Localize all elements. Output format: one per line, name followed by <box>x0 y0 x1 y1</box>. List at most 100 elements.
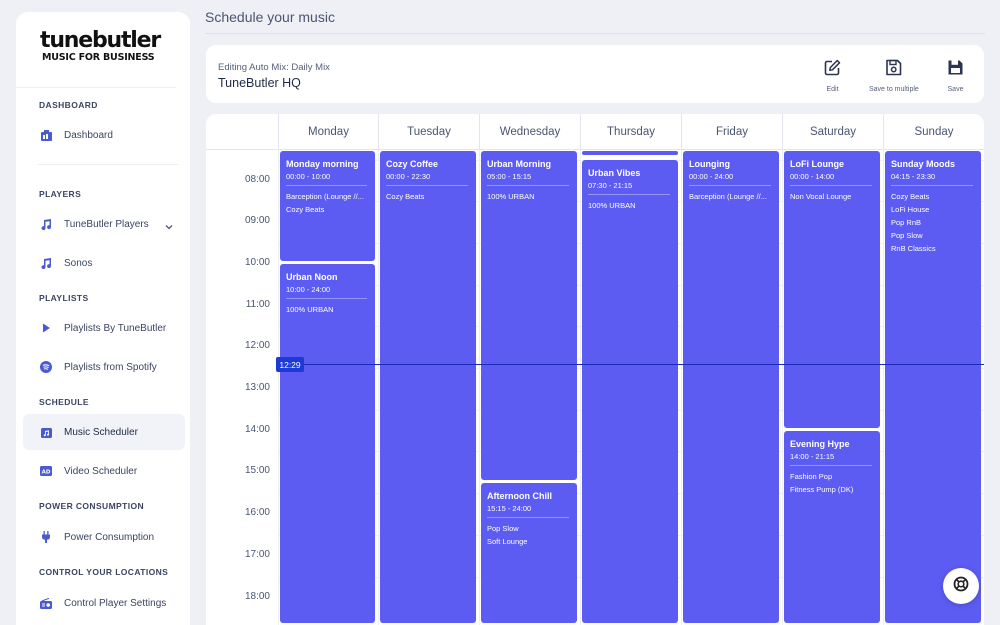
event-playlist: Non Vocal Lounge <box>790 192 852 201</box>
sidebar-item-sonos[interactable]: Sonos <box>23 245 185 281</box>
music-note-icon <box>39 256 53 270</box>
spotify-icon <box>39 360 53 374</box>
column-divider <box>681 149 682 625</box>
column-divider <box>883 149 884 625</box>
column-divider <box>378 149 379 625</box>
event-playlist: 100% URBAN <box>487 192 535 201</box>
tunebutler-logo[interactable]: tunebutler MUSIC FOR BUSINESS <box>16 12 176 88</box>
event-title: Lounging <box>689 159 730 169</box>
section-schedule: SCHEDULE <box>39 397 89 407</box>
save-icon <box>947 59 964 81</box>
section-control-your-locations: CONTROL YOUR LOCATIONS <box>39 567 169 577</box>
play-icon <box>39 321 53 335</box>
day-header-wednesday: Wednesday <box>479 114 580 149</box>
event-playlist: Fashion Pop <box>790 471 833 481</box>
lifebuoy-icon <box>953 576 969 597</box>
event-playlist: RnB Classics <box>891 244 936 253</box>
event-title: Urban Vibes <box>588 167 641 178</box>
dashboard-icon <box>39 128 53 142</box>
page-title: Schedule your music <box>205 9 335 25</box>
sidebar-item-control-player-settings[interactable]: Control Player Settings <box>23 585 185 621</box>
column-divider <box>479 149 480 625</box>
day-header-monday: Monday <box>278 114 378 149</box>
column-divider <box>278 149 279 625</box>
event-title: Afternoon Chill <box>487 490 552 501</box>
event-time: 00:00 - 22:30 <box>386 172 468 186</box>
event-title: Evening Hype <box>790 438 850 449</box>
schedule-event[interactable]: Cozy Coffee 00:00 - 22:30 Cozy Beats <box>380 151 476 623</box>
event-playlist: Barception (Lounge //... <box>286 192 364 201</box>
sidebar-item-power-consumption[interactable]: Power Consumption <box>23 519 185 555</box>
section-playlists: PLAYLISTS <box>39 293 89 303</box>
time-label: 17:00 <box>244 548 270 560</box>
event-playlist: Pop RnB <box>891 218 922 227</box>
event-time: 04:15 - 23:30 <box>891 172 973 186</box>
event-playlist: 100% URBAN <box>286 304 334 314</box>
event-time: 10:00 - 24:00 <box>286 285 367 299</box>
event-playlist: Cozy Beats <box>891 192 930 201</box>
help-button[interactable] <box>943 568 979 604</box>
sidebar-item-tunebutler-players[interactable]: TuneButler Players <box>23 206 185 242</box>
location-name: TuneButler HQ <box>218 76 301 90</box>
event-playlist: Barception (Lounge //... <box>689 192 767 201</box>
column-divider <box>580 149 581 625</box>
event-title: Monday morning <box>286 159 359 169</box>
event-playlist: Soft Lounge <box>487 536 528 546</box>
day-header-sunday: Sunday <box>883 114 984 149</box>
event-title: Urban Morning <box>487 159 551 169</box>
radio-icon <box>39 596 53 610</box>
event-title: LoFi Lounge <box>790 159 844 169</box>
schedule-event[interactable]: Afternoon Chill 15:15 - 24:00 Pop Slow Soft… <box>481 482 577 623</box>
editor-card: Editing Auto Mix: Daily Mix TuneButler H… <box>206 45 984 103</box>
event-title: Cozy Coffee <box>386 159 439 169</box>
event-time: 00:00 - 24:00 <box>689 172 771 186</box>
editing-subtitle: Editing Auto Mix: Daily Mix <box>218 62 330 73</box>
time-label: 09:00 <box>244 215 270 227</box>
column-divider <box>782 149 783 625</box>
schedule-event[interactable]: Monday morning 00:00 - 10:00 Barception (L… <box>280 151 375 261</box>
event-playlist: 100% URBAN <box>588 200 636 210</box>
event-playlist: Pop Slow <box>487 523 519 533</box>
schedule-event[interactable] <box>582 151 678 155</box>
day-header-thursday: Thursday <box>580 114 681 149</box>
chevron-down-icon[interactable] <box>165 218 173 236</box>
save-button[interactable]: Save <box>947 59 964 93</box>
event-playlist: Fitness Pump (DK) <box>790 484 854 494</box>
time-label: 08:00 <box>244 173 270 185</box>
event-playlist: LoFi House <box>891 205 930 214</box>
edit-button[interactable]: Edit <box>824 59 841 93</box>
day-header-tuesday: Tuesday <box>378 114 479 149</box>
save-to-multiple-button[interactable]: Save to multiple <box>869 59 919 93</box>
schedule-event[interactable]: Urban Noon 10:00 - 24:00 100% URBAN <box>280 263 375 623</box>
sidebar-item-dashboard[interactable]: Dashboard <box>23 117 185 153</box>
time-label: 10:00 <box>244 256 270 268</box>
event-playlist: Cozy Beats <box>386 192 425 201</box>
sidebar-item-playlists-from-spotify[interactable]: Playlists from Spotify <box>23 349 185 385</box>
sidebar-item-playlists-by-tunebutler[interactable]: Playlists By TuneButler <box>23 310 185 346</box>
schedule-event[interactable]: Urban Vibes 07:30 - 21:15 100% URBAN <box>582 159 678 623</box>
weekly-calendar: Monday Tuesday Wednesday Thursday Friday Satu… <box>206 114 984 625</box>
event-time: 00:00 - 14:00 <box>790 172 872 186</box>
event-time: 00:00 - 10:00 <box>286 172 367 186</box>
edit-icon <box>824 59 841 81</box>
event-time: 05:00 - 15:15 <box>487 172 569 186</box>
event-time: 14:00 - 21:15 <box>790 452 872 466</box>
time-label: 15:00 <box>244 465 270 477</box>
section-power-consumption: POWER CONSUMPTION <box>39 501 145 511</box>
schedule-event[interactable]: Sunday Moods 04:15 - 23:30 Cozy Beats LoFi … <box>885 151 981 623</box>
schedule-event[interactable]: LoFi Lounge 00:00 - 14:00 Non Vocal Lounge <box>784 151 880 428</box>
schedule-event[interactable]: Lounging 00:00 - 24:00 Barception (Lounge … <box>683 151 779 623</box>
event-time: 07:30 - 21:15 <box>588 181 670 195</box>
sidebar-item-music-scheduler[interactable]: Music Scheduler <box>23 414 185 450</box>
time-label: 16:00 <box>244 507 270 519</box>
event-title: Sunday Moods <box>891 159 956 169</box>
schedule-event[interactable]: Urban Morning 05:00 - 15:15 100% URBAN <box>481 151 577 480</box>
event-title: Urban Noon <box>286 271 338 282</box>
header-divider <box>206 149 984 150</box>
schedule-event[interactable]: Evening Hype 14:00 - 21:15 Fashion Pop Fitn… <box>784 430 880 623</box>
time-label: 18:00 <box>244 590 270 602</box>
event-time: 15:15 - 24:00 <box>487 504 569 518</box>
music-note-icon <box>39 217 53 231</box>
time-label: 11:00 <box>245 298 270 310</box>
sidebar-item-video-scheduler[interactable]: AD Video Scheduler <box>23 453 185 489</box>
